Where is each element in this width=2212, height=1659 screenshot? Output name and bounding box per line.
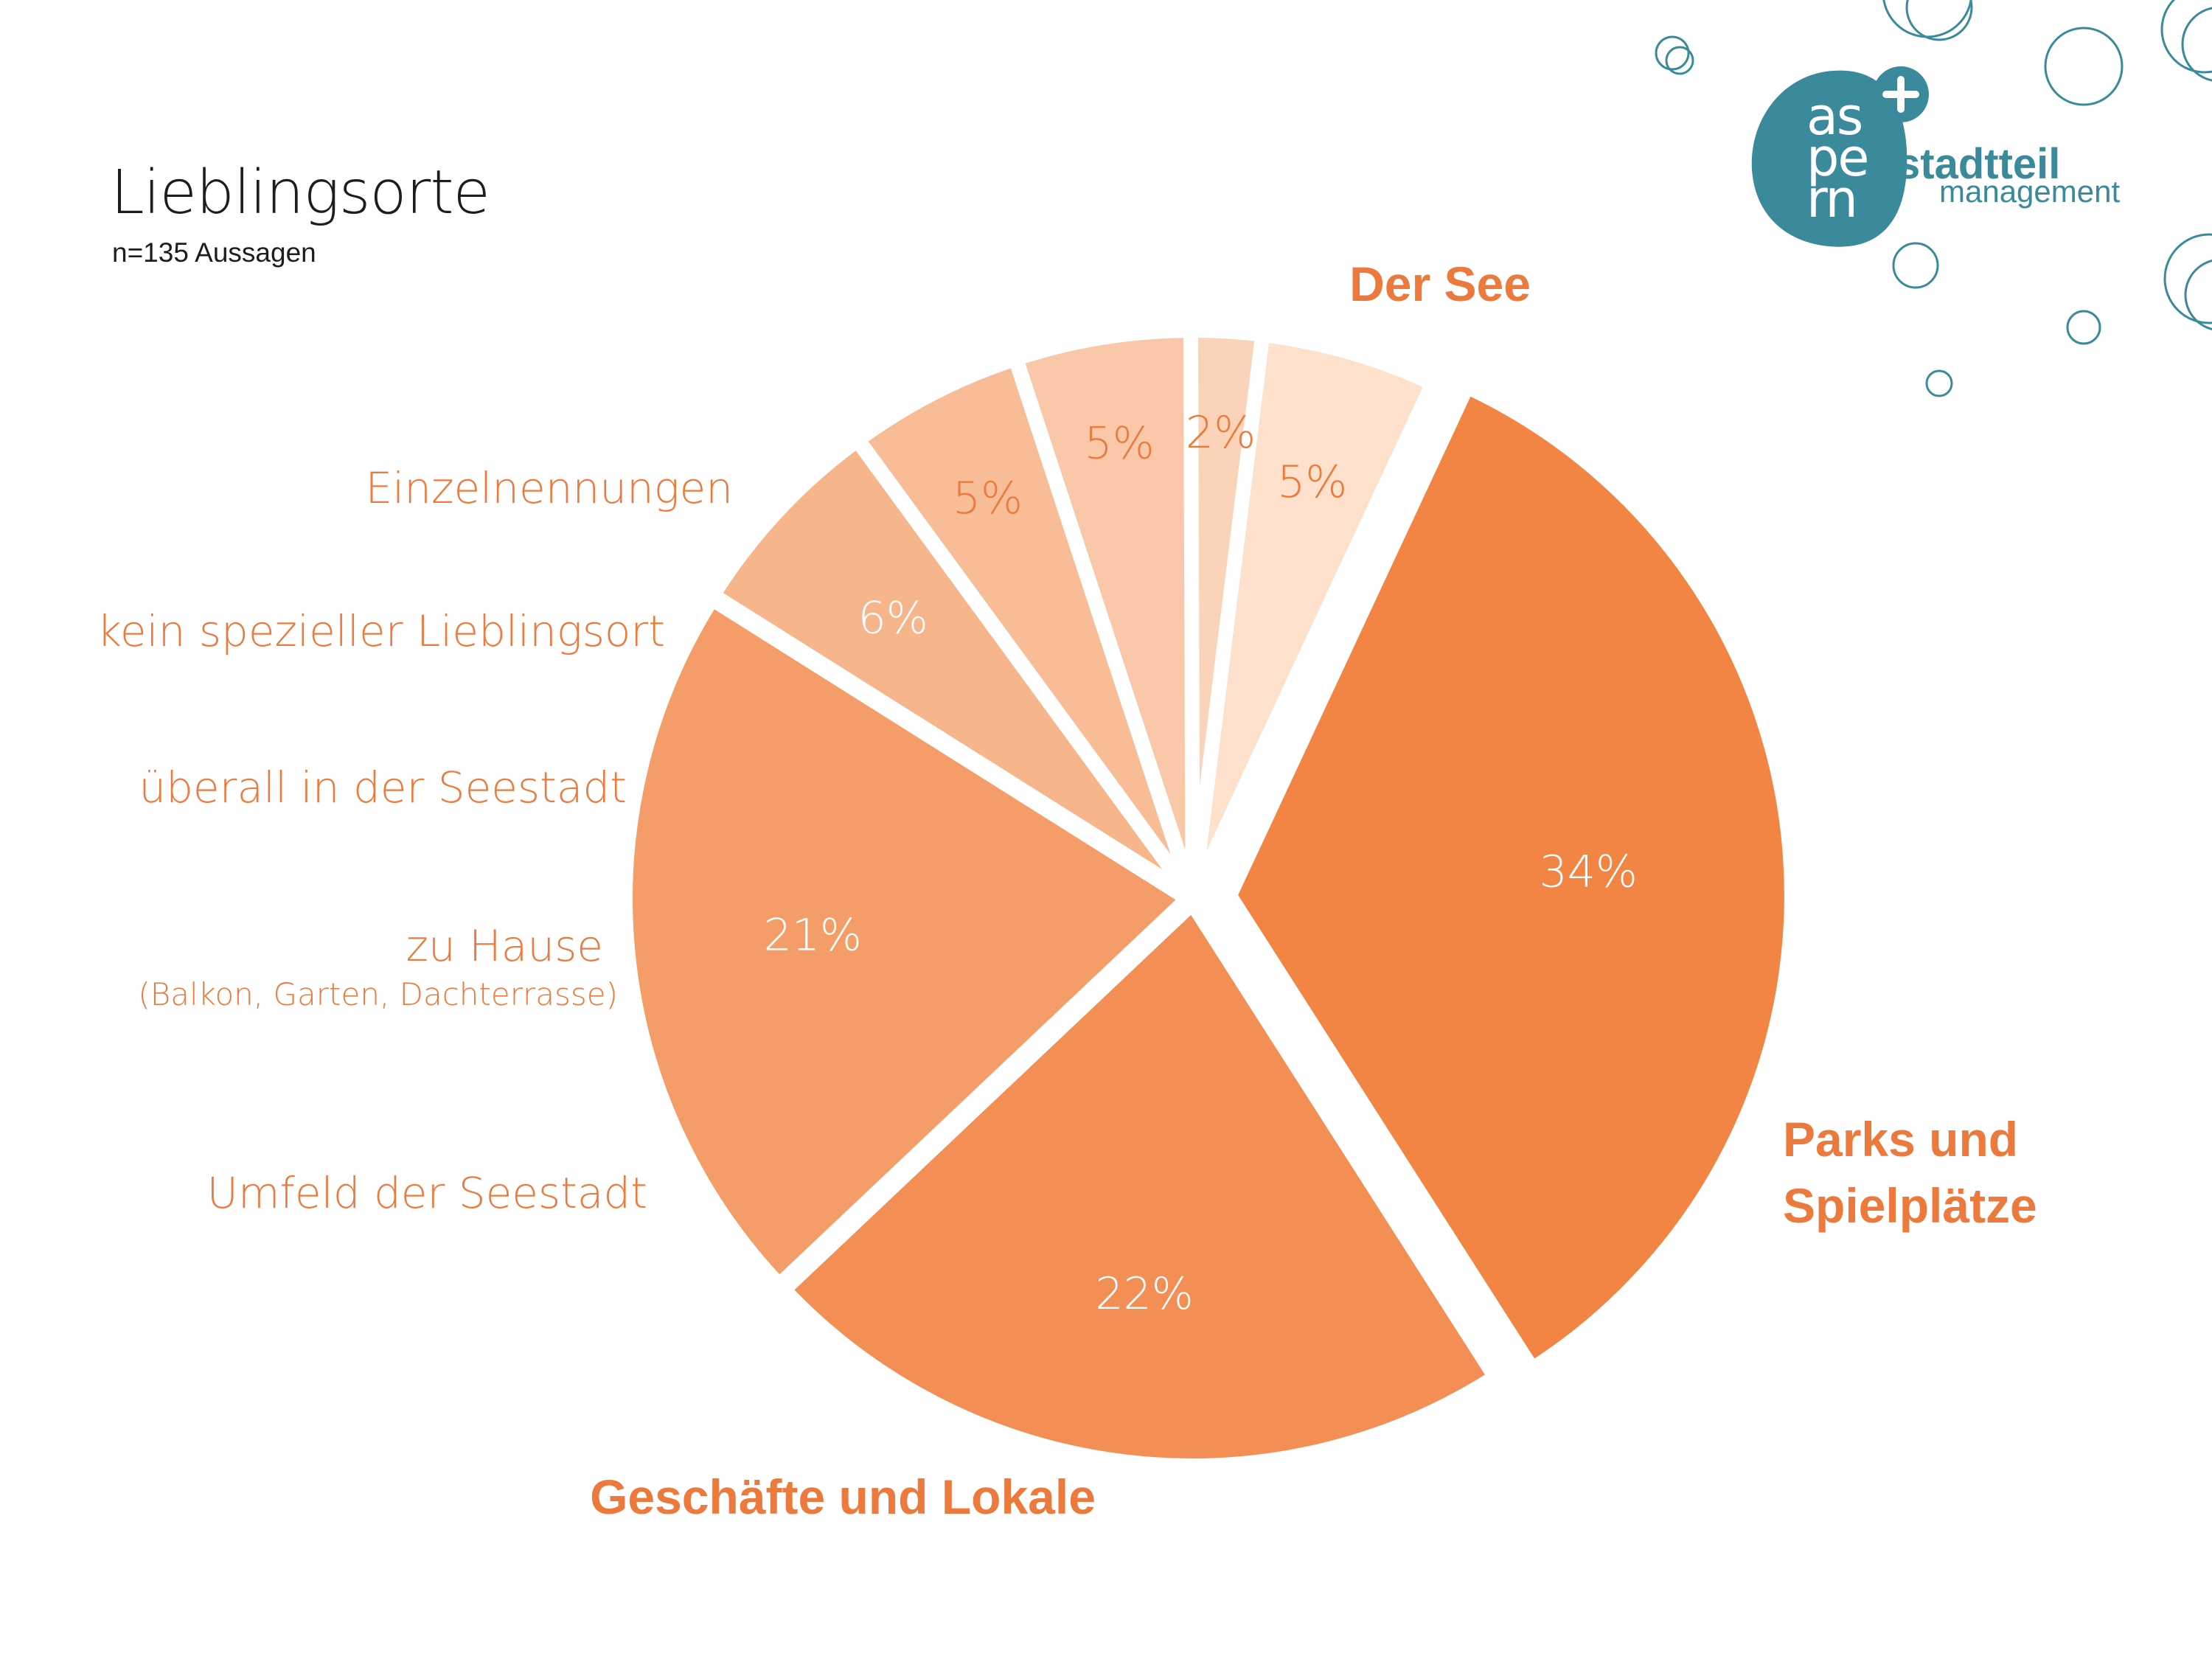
percent-label-kein-spezieller-lieblingsort: 2% <box>1186 407 1256 459</box>
chart-subtitle: n=135 Aussagen <box>112 237 316 268</box>
category-label-der-see: Der See <box>1349 257 1531 311</box>
percent-label-parks-und-spielplätze: 22% <box>1095 1268 1193 1320</box>
logo-blob <box>1751 70 1907 247</box>
pie-slice-einzelnennungen <box>1188 327 1441 895</box>
category-label-parks-und-spielplätze-line-2: Spielplätze <box>1783 1178 2037 1233</box>
logo-text-as: as <box>1806 86 1862 147</box>
pie-slice-überall-in-der-seestadt <box>1008 324 1199 894</box>
percent-label-einzelnennungen: 5% <box>1277 456 1347 508</box>
category-label-kein-spezieller-lieblingsort: kein spezieller Lieblingsort <box>97 606 665 656</box>
plus-icon <box>1882 76 1919 113</box>
category-label-einzelnennungen: Einzelnennungen <box>366 463 734 513</box>
category-labels: Der See Parks und Spielplätze Geschäfte und… <box>97 257 2037 1524</box>
category-label-parks-und-spielplätze-line-1: Parks und <box>1783 1112 2018 1166</box>
percent-label-überall-in-der-seestadt: 5% <box>1085 417 1155 469</box>
chart-title: Lieblingsorte <box>111 158 490 228</box>
pie-slice-geschäfte-und-lokale <box>619 591 1197 1293</box>
category-label-geschäfte-und-lokale: Geschäfte und Lokale <box>590 1470 1096 1524</box>
percent-label-der-see: 34% <box>1540 846 1638 897</box>
category-label-überall-in-der-seestadt: überall in der Seestadt <box>139 762 627 813</box>
pie-slices <box>619 324 1798 1472</box>
percent-label-geschäfte-und-lokale: 21% <box>764 910 862 961</box>
category-label-zu-hause: zu Hause <box>406 921 603 971</box>
decorative-bubbles <box>1655 0 2212 397</box>
pie-slice-parks-und-spielplätze <box>775 894 1503 1472</box>
logo-text-rn: rn <box>1806 169 1857 229</box>
pie-slice-zu-hause <box>849 351 1197 897</box>
logo-brand-line-2: management <box>1939 174 2120 209</box>
percent-label-zu-hause: 5% <box>953 473 1023 524</box>
category-label-umfeld-der-seestadt: Umfeld der Seestadt <box>207 1168 647 1218</box>
percent-label-umfeld-der-seestadt: 6% <box>858 593 928 644</box>
pie-slice-umfeld-der-seestadt <box>704 431 1194 900</box>
percent-labels: 34% 22% 21% 6% 5% 5% 2% 5% <box>764 407 1638 1320</box>
logo-brand-line-1: stadtteil <box>1896 140 2060 188</box>
asperm-stadtteil-logo: as pe rn stadtteil management <box>1751 66 2120 247</box>
pie-slice-der-see <box>1222 378 1798 1377</box>
category-sublabel-zu-hause: (Balkon, Garten, Dachterrasse) <box>138 976 618 1012</box>
logo-text-pe: pe <box>1806 128 1868 188</box>
